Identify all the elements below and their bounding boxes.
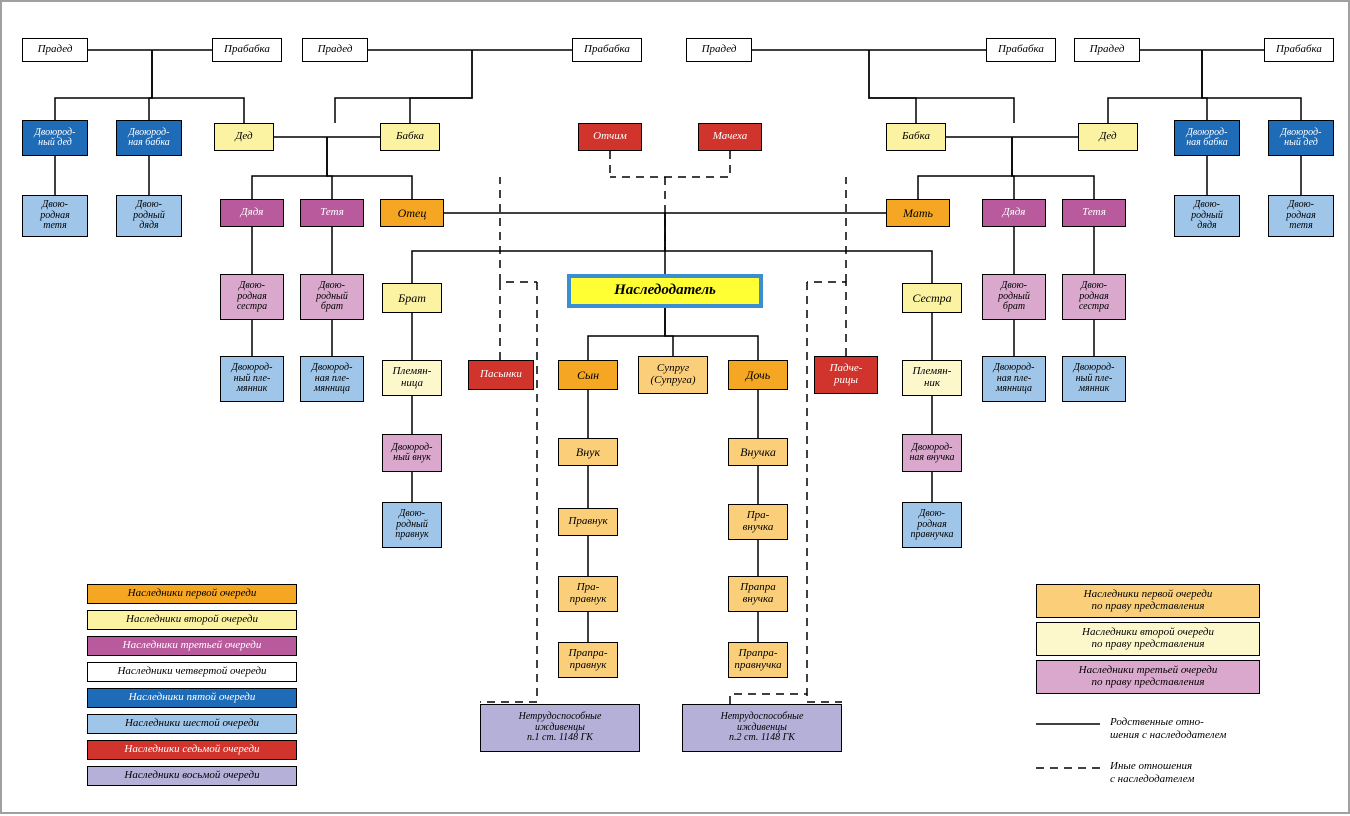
legend-left-4: Наследники пятой очереди: [87, 688, 297, 708]
node-ppp2: Прапра- правнучка: [728, 642, 788, 678]
node-dpravnuchka: Двою- родная правнучка: [902, 502, 962, 548]
node-p4: Прабабка: [572, 38, 642, 62]
node-pravnuk: Правнук: [558, 508, 618, 536]
node-ded2: Дед: [1078, 123, 1138, 151]
node-syn: Сын: [558, 360, 618, 390]
node-dvnuchka: Двоюрод- ная внучка: [902, 434, 962, 472]
legend-left-7: Наследники восьмой очереди: [87, 766, 297, 786]
node-sestra: Сестра: [902, 283, 962, 313]
node-p7: Прадед: [1074, 38, 1140, 62]
node-brat: Брат: [382, 283, 442, 313]
legend-left-0: Наследники первой очереди: [87, 584, 297, 604]
node-p8: Прабабка: [1264, 38, 1334, 62]
node-plmca: Племян- ница: [382, 360, 442, 396]
legend-left-5: Наследники шестой очереди: [87, 714, 297, 734]
node-vnuk: Внук: [558, 438, 618, 466]
node-izh1: Нетрудоспособные иждивенцы п.1 ст. 1148 …: [480, 704, 640, 752]
node-dpravnuk: Двою- родный правнук: [382, 502, 442, 548]
node-p5: Прадед: [686, 38, 752, 62]
node-prapravnuk: Пра- правнук: [558, 576, 618, 612]
node-pravnuchka: Пра- внучка: [728, 504, 788, 540]
legend-right-2: Наследники третьей очереди по праву пред…: [1036, 660, 1260, 694]
node-ppp1: Прапра- правнук: [558, 642, 618, 678]
node-dplmca1: Двоюрод- ный пле- мянник: [220, 356, 284, 402]
node-dplmk2: Двоюрод- ный пле- мянник: [1062, 356, 1126, 402]
legend-left-2: Наследники третьей очереди: [87, 636, 297, 656]
legend-line-dashed: Иные отношения с наследодателем: [1110, 760, 1194, 786]
node-mat: Мать: [886, 199, 950, 227]
node-ddg1: Двоюрод- ный дед: [22, 120, 88, 156]
node-dplmk1: Двоюрод- ная пле- мянница: [300, 356, 364, 402]
node-pasynki: Пасынки: [468, 360, 534, 390]
node-ddb2: Двоюрод- ная бабка: [1174, 120, 1240, 156]
node-otchim: Отчим: [578, 123, 642, 151]
node-dtet2: Двою- родная тетя: [1268, 195, 1334, 237]
node-bab1: Бабка: [380, 123, 440, 151]
node-plmk: Племян- ник: [902, 360, 962, 396]
node-ddya1: Двою- родный дядя: [116, 195, 182, 237]
diagram-canvas: Прадед Прабабка Прадед Прабабка Прадед Прабаб…: [0, 0, 1350, 814]
node-prapravnuchka: Прапра внучка: [728, 576, 788, 612]
node-tet2: Тетя: [1062, 199, 1126, 227]
node-dses1: Двою- родная сестра: [220, 274, 284, 320]
node-tet1: Тетя: [300, 199, 364, 227]
node-doch: Дочь: [728, 360, 788, 390]
node-p2: Прабабка: [212, 38, 282, 62]
node-dses2: Двою- родная сестра: [1062, 274, 1126, 320]
node-p6: Прабабка: [986, 38, 1056, 62]
legend-left-6: Наследники седьмой очереди: [87, 740, 297, 760]
node-bab2: Бабка: [886, 123, 946, 151]
node-p1: Прадед: [22, 38, 88, 62]
node-dya1: Дядя: [220, 199, 284, 227]
node-izh2: Нетрудоспособные иждивенцы п.2 ст. 1148 …: [682, 704, 842, 752]
node-suprug: Супруг (Супруга): [638, 356, 708, 394]
node-dplmca2: Двоюрод- ная пле- мянница: [982, 356, 1046, 402]
node-p3: Прадед: [302, 38, 368, 62]
legend-left-1: Наследники второй очереди: [87, 610, 297, 630]
node-padc: Падче- рицы: [814, 356, 878, 394]
node-ded1: Дед: [214, 123, 274, 151]
node-ddb1: Двоюрод- ная бабка: [116, 120, 182, 156]
node-ddya2: Двою- родный дядя: [1174, 195, 1240, 237]
node-dvnuk: Двоюрод- ный внук: [382, 434, 442, 472]
node-dbra1: Двою- родный брат: [300, 274, 364, 320]
node-vnuchka: Внучка: [728, 438, 788, 466]
node-dya2: Дядя: [982, 199, 1046, 227]
legend-left-3: Наследники четвертой очереди: [87, 662, 297, 682]
legend-right-0: Наследники первой очереди по праву предс…: [1036, 584, 1260, 618]
node-macheha: Мачеха: [698, 123, 762, 151]
legend-line-solid: Родственные отно- шения с наследодателем: [1110, 716, 1226, 742]
node-ddg2: Двоюрод- ный дед: [1268, 120, 1334, 156]
node-dbra2: Двою- родный брат: [982, 274, 1046, 320]
node-otec: Отец: [380, 199, 444, 227]
legend-right-1: Наследники второй очереди по праву предс…: [1036, 622, 1260, 656]
node-dtet1: Двою- родная тетя: [22, 195, 88, 237]
node-main: Наследодатель: [567, 274, 763, 308]
